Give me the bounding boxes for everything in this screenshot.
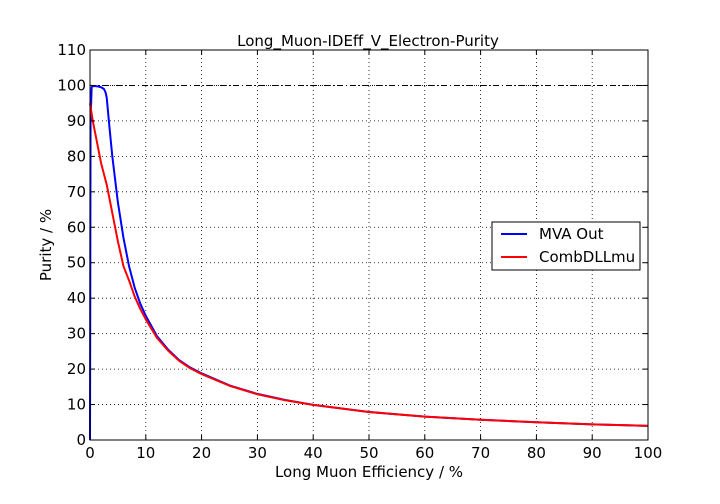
- x-tick-label: 60: [415, 444, 434, 462]
- legend-box: [491, 221, 641, 271]
- series-layer: [89, 85, 649, 441]
- legend: MVA Out CombDLLmu: [491, 221, 641, 271]
- ticks: 0 10 20 30 40 50 60 70 80 90 100 0 10 20 30 40 50 60 70 80 9…: [57, 41, 662, 462]
- y-tick-label: 50: [67, 254, 86, 272]
- y-tick-label: 90: [67, 112, 86, 130]
- x-tick-label: 80: [527, 444, 546, 462]
- y-tick-label: 70: [67, 183, 86, 201]
- x-tick-label: 20: [192, 444, 211, 462]
- x-tick-label: 100: [634, 444, 663, 462]
- legend-label: MVA Out: [539, 225, 604, 243]
- y-tick-label: 100: [57, 76, 86, 94]
- y-tick-label: 30: [67, 325, 86, 343]
- y-tick-label: 10: [67, 396, 86, 414]
- y-tick-label: 0: [76, 431, 86, 449]
- y-tick-label: 20: [67, 360, 86, 378]
- x-tick-label: 0: [85, 444, 95, 462]
- legend-label: CombDLLmu: [539, 248, 635, 266]
- x-axis-label: Long Muon Efficiency / %: [275, 463, 463, 481]
- series-line-1: [89, 103, 649, 427]
- x-tick-label: 50: [359, 444, 378, 462]
- y-tick-label: 80: [67, 147, 86, 165]
- y-axis-label: Purity / %: [37, 209, 55, 281]
- x-tick-label: 30: [248, 444, 267, 462]
- chart-title: Long_Muon-IDEff_V_Electron-Purity: [237, 32, 499, 51]
- x-tick-label: 70: [471, 444, 490, 462]
- x-tick-label: 40: [304, 444, 323, 462]
- x-tick-label: 90: [583, 444, 602, 462]
- y-tick-label: 110: [57, 41, 86, 59]
- y-tick-label: 60: [67, 218, 86, 236]
- x-tick-label: 10: [136, 444, 155, 462]
- y-tick-label: 40: [67, 289, 86, 307]
